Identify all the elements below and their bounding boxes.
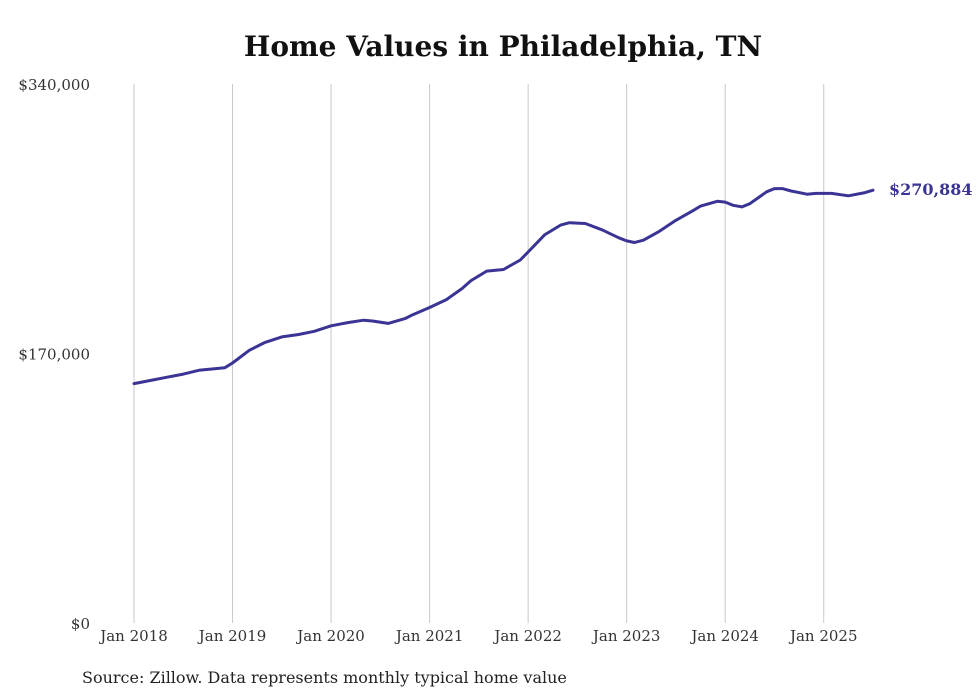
x-tick-label: Jan 2024 [689,627,759,645]
grid-lines [133,84,825,623]
end-value-label: $270,884 [889,180,973,199]
chart-title: Home Values in Philadelphia, TN [243,30,763,63]
y-tick-label: $0 [71,615,90,633]
x-tick-label: Jan 2018 [98,627,168,645]
end-label-group: $270,884 [889,180,973,199]
x-tick-label: Jan 2020 [295,627,365,645]
x-tick-label: Jan 2025 [788,627,858,645]
y-tick-label: $340,000 [18,76,90,94]
y-axis: $0 $170,000 $340,000 [18,76,90,633]
series-group [132,187,875,386]
x-tick-label: Jan 2022 [492,627,562,645]
y-tick-label: $170,000 [18,346,90,364]
x-tick-label: Jan 2021 [394,627,464,645]
source-note: Source: Zillow. Data represents monthly … [82,668,567,687]
series-line-0 [132,187,875,386]
x-tick-label: Jan 2023 [591,627,661,645]
x-tick-label: Jan 2019 [197,627,267,645]
x-axis: Jan 2018 Jan 2019 Jan 2020 Jan 2021 Jan 2022… [98,627,857,645]
